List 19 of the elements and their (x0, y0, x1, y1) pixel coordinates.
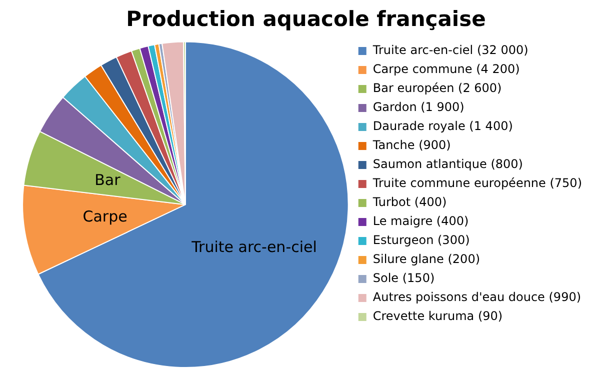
chart-title: Production aquacole française (126, 7, 486, 32)
legend-label: Truite arc-en-ciel (32 000) (372, 43, 528, 58)
legend-label: Saumon atlantique (800) (372, 157, 523, 172)
legend-label: Crevette kuruma (90) (372, 309, 503, 324)
legend-label: Truite commune européenne (750) (372, 176, 582, 190)
legend-label: Sole (150) (372, 271, 435, 286)
legend-label: Le maigre (400) (372, 214, 469, 228)
legend-label: Esturgeon (300) (372, 233, 470, 248)
data-label: Carpe (82, 208, 128, 226)
legend-label: Tanche (900) (372, 138, 451, 152)
legend-label: Silure glane (200) (372, 252, 480, 266)
data-label: Bar (94, 171, 122, 190)
legend-label: Bar européen (2 600) (372, 81, 502, 96)
legend-label: Carpe commune (4 200) (372, 62, 520, 76)
legend-label: Daurade royale (1 400) (372, 119, 513, 134)
legend-label: Turbot (400) (372, 195, 447, 210)
legend-label: Autres poissons d'eau douce (990) (372, 290, 582, 304)
data-label: Truite arc-en-ciel (190, 238, 317, 256)
legend-label: Gardon (1 900) (372, 100, 464, 114)
